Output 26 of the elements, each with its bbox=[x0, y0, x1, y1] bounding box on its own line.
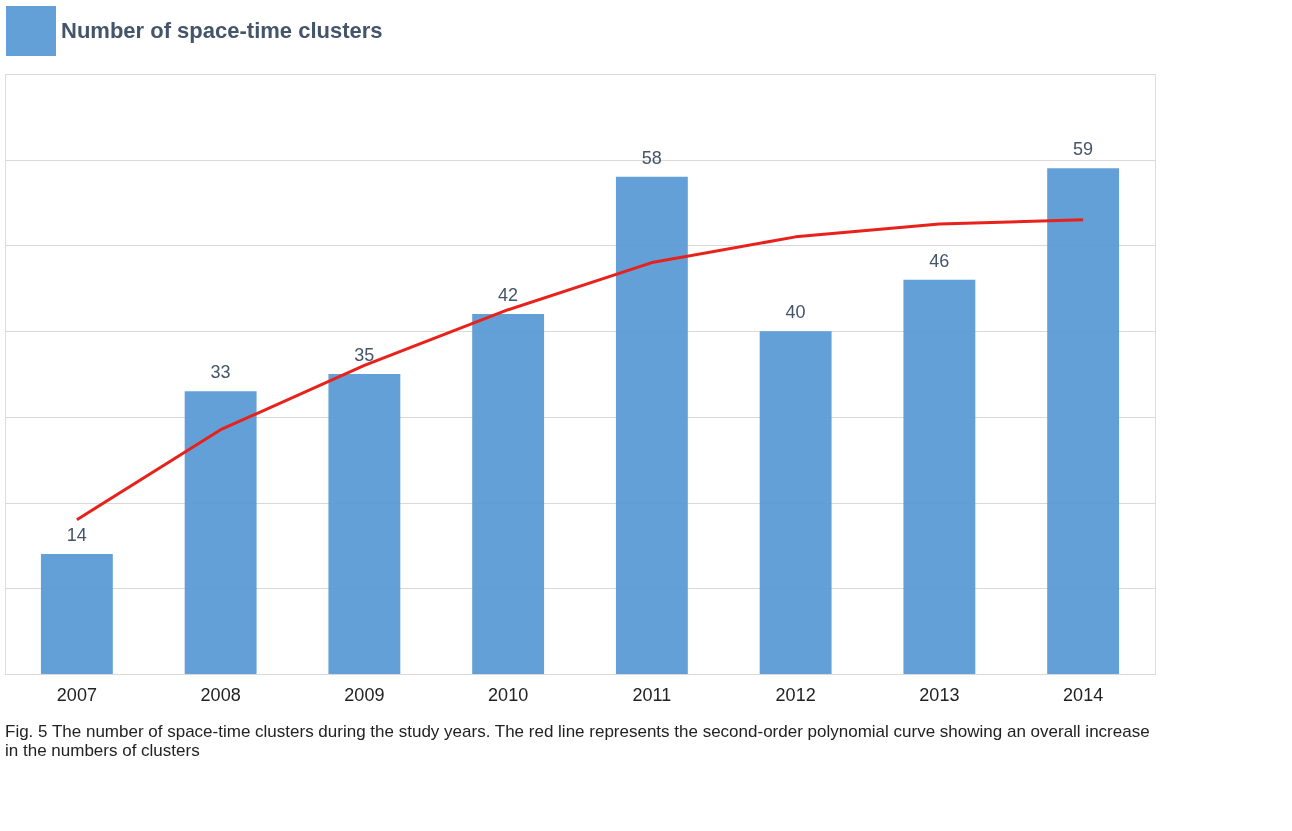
bar bbox=[472, 314, 545, 674]
data-label: 42 bbox=[498, 285, 519, 305]
x-tick-label: 2010 bbox=[488, 684, 529, 705]
data-label: 59 bbox=[1073, 139, 1094, 160]
x-tick-label: 2011 bbox=[632, 684, 672, 705]
bar bbox=[903, 279, 976, 674]
data-label: 35 bbox=[354, 345, 375, 365]
bar bbox=[615, 176, 688, 674]
x-tick-label: 2007 bbox=[56, 684, 97, 705]
x-tick-label: 2008 bbox=[200, 684, 241, 705]
x-tick-label: 2012 bbox=[775, 684, 816, 705]
bar bbox=[40, 554, 113, 674]
bar bbox=[184, 391, 257, 674]
bar bbox=[1047, 168, 1120, 674]
caption: Fig. 5 The number of space-time clusters during the study years. The red line represents the second-order polynomial curve showing an overall increase in the numbers of clusters bbox=[5, 722, 1150, 760]
x-tick-label: 2013 bbox=[919, 684, 960, 705]
bar bbox=[759, 331, 832, 674]
x-tick-label: 2009 bbox=[344, 684, 385, 705]
bar bbox=[328, 374, 401, 674]
data-label: 14 bbox=[66, 525, 87, 545]
data-label: 33 bbox=[210, 362, 231, 383]
x-tick-label: 2014 bbox=[1063, 684, 1104, 705]
data-label: 46 bbox=[929, 250, 950, 271]
legend-label: Number of space-time clusters bbox=[61, 18, 383, 43]
data-label: 58 bbox=[641, 147, 662, 168]
data-label: 40 bbox=[785, 302, 806, 323]
